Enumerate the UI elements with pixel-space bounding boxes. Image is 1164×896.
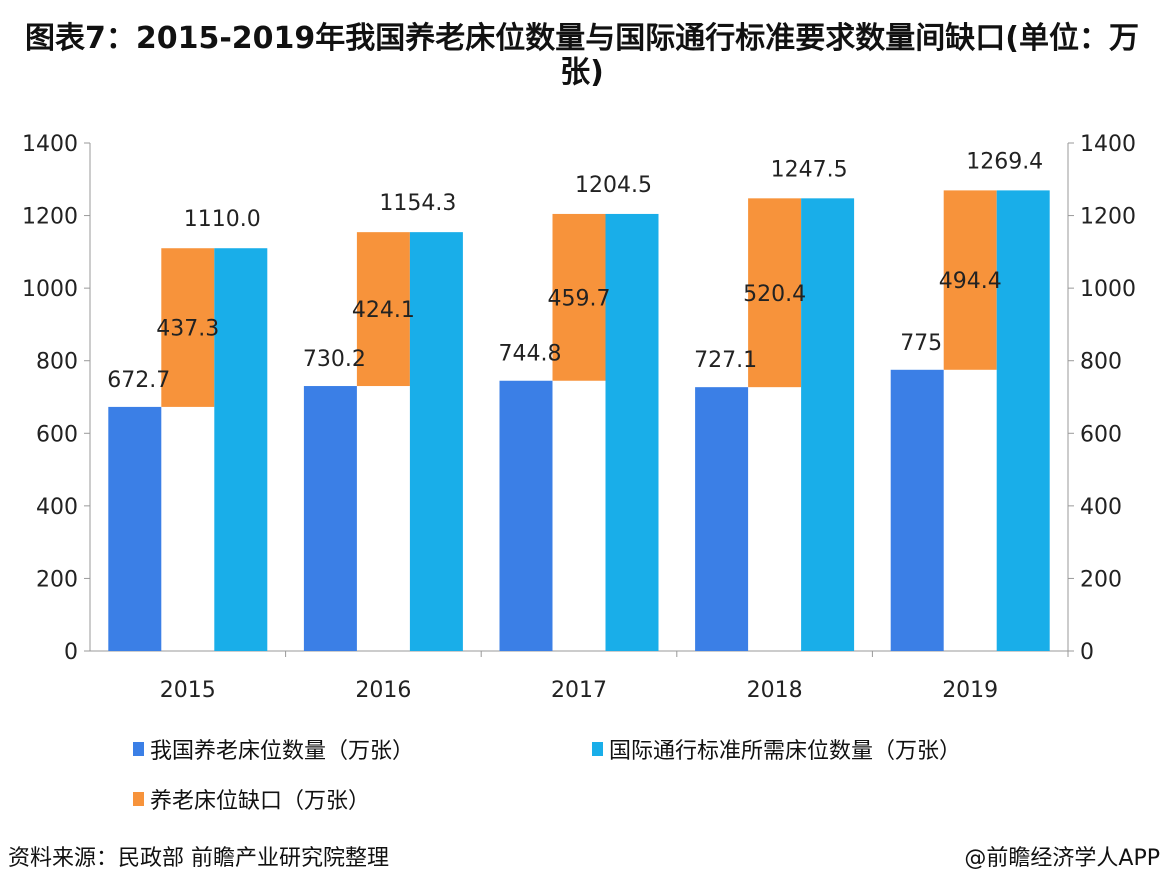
bar-standard bbox=[605, 213, 659, 651]
x-tick-label: 2019 bbox=[942, 678, 998, 703]
data-label-gap: 520.4 bbox=[743, 282, 806, 307]
bar-actual bbox=[695, 387, 749, 651]
legend-swatch-orange bbox=[133, 792, 144, 806]
data-label-standard: 1110.0 bbox=[184, 207, 261, 232]
data-label-actual: 744.8 bbox=[499, 342, 562, 367]
legend-swatch-blue bbox=[133, 742, 144, 756]
bar-actual bbox=[303, 386, 357, 651]
bar-gap bbox=[552, 213, 606, 381]
y-tick-label-left: 600 bbox=[36, 422, 78, 447]
y-tick-label-right: 1000 bbox=[1080, 277, 1136, 302]
data-label-actual: 672.7 bbox=[107, 368, 170, 393]
bar-standard bbox=[409, 232, 463, 652]
bar-gap bbox=[161, 248, 215, 407]
x-tick-label: 2018 bbox=[747, 678, 803, 703]
data-label-gap: 459.7 bbox=[548, 286, 611, 311]
bar-standard bbox=[801, 198, 855, 652]
data-label-standard: 1269.4 bbox=[966, 149, 1043, 174]
x-tick-label: 2016 bbox=[355, 678, 411, 703]
x-tick-label: 2015 bbox=[160, 678, 216, 703]
y-tick-label-left: 0 bbox=[64, 640, 78, 665]
bar-standard bbox=[996, 190, 1050, 651]
y-tick-label-left: 1400 bbox=[22, 132, 78, 157]
legend-item-actual: 我国养老床位数量（万张） bbox=[133, 733, 414, 765]
y-tick-label-left: 1200 bbox=[22, 205, 78, 230]
data-label-gap: 494.4 bbox=[939, 269, 1002, 294]
chart-title: 图表7：2015-2019年我国养老床位数量与国际通行标准要求数量间缺口(单位：… bbox=[24, 21, 1140, 90]
y-tick-label-right: 200 bbox=[1080, 567, 1122, 592]
legend-label: 国际通行标准所需床位数量（万张） bbox=[609, 739, 962, 764]
y-tick-label-left: 800 bbox=[36, 350, 78, 375]
legend-label: 我国养老床位数量（万张） bbox=[150, 739, 415, 764]
bar-actual bbox=[499, 380, 553, 651]
y-tick-label-right: 600 bbox=[1080, 422, 1122, 447]
credit: @前瞻经济学人APP bbox=[964, 846, 1160, 871]
y-tick-label-right: 800 bbox=[1080, 350, 1122, 375]
data-label-standard: 1247.5 bbox=[771, 157, 848, 182]
x-tick-label: 2017 bbox=[551, 678, 607, 703]
y-tick-label-right: 400 bbox=[1080, 495, 1122, 520]
bar-gap bbox=[748, 198, 802, 388]
legend-item-standard: 国际通行标准所需床位数量（万张） bbox=[592, 733, 961, 765]
data-label-standard: 1154.3 bbox=[379, 191, 456, 216]
y-tick-label-left: 200 bbox=[36, 567, 78, 592]
y-tick-label-left: 400 bbox=[36, 495, 78, 520]
data-label-actual: 727.1 bbox=[694, 348, 757, 373]
bar-chart: 0 0 200 200 400 400 600 600 800 800 1000 1000 1200 12… bbox=[22, 132, 1136, 703]
bar-actual bbox=[890, 369, 944, 651]
y-tick-label-right: 1200 bbox=[1080, 205, 1136, 230]
y-tick-label-right: 0 bbox=[1080, 640, 1094, 665]
y-tick-label-right: 1400 bbox=[1080, 132, 1136, 157]
source-note: 资料来源：民政部 前瞻产业研究院整理 bbox=[8, 846, 389, 871]
bar-gap bbox=[356, 232, 410, 387]
data-label-actual: 775 bbox=[900, 331, 942, 356]
bar-gap bbox=[943, 190, 997, 370]
data-label-gap: 437.3 bbox=[156, 317, 219, 342]
data-label-gap: 424.1 bbox=[352, 298, 415, 323]
y-tick-label-left: 1000 bbox=[22, 277, 78, 302]
legend-label: 养老床位缺口（万张） bbox=[150, 789, 371, 814]
legend-item-gap: 养老床位缺口（万张） bbox=[133, 783, 370, 815]
data-label-standard: 1204.5 bbox=[575, 173, 652, 198]
bar-standard bbox=[214, 248, 268, 651]
data-label-actual: 730.2 bbox=[303, 347, 366, 372]
legend-swatch-cyan bbox=[592, 742, 603, 756]
bar-actual bbox=[108, 406, 162, 651]
